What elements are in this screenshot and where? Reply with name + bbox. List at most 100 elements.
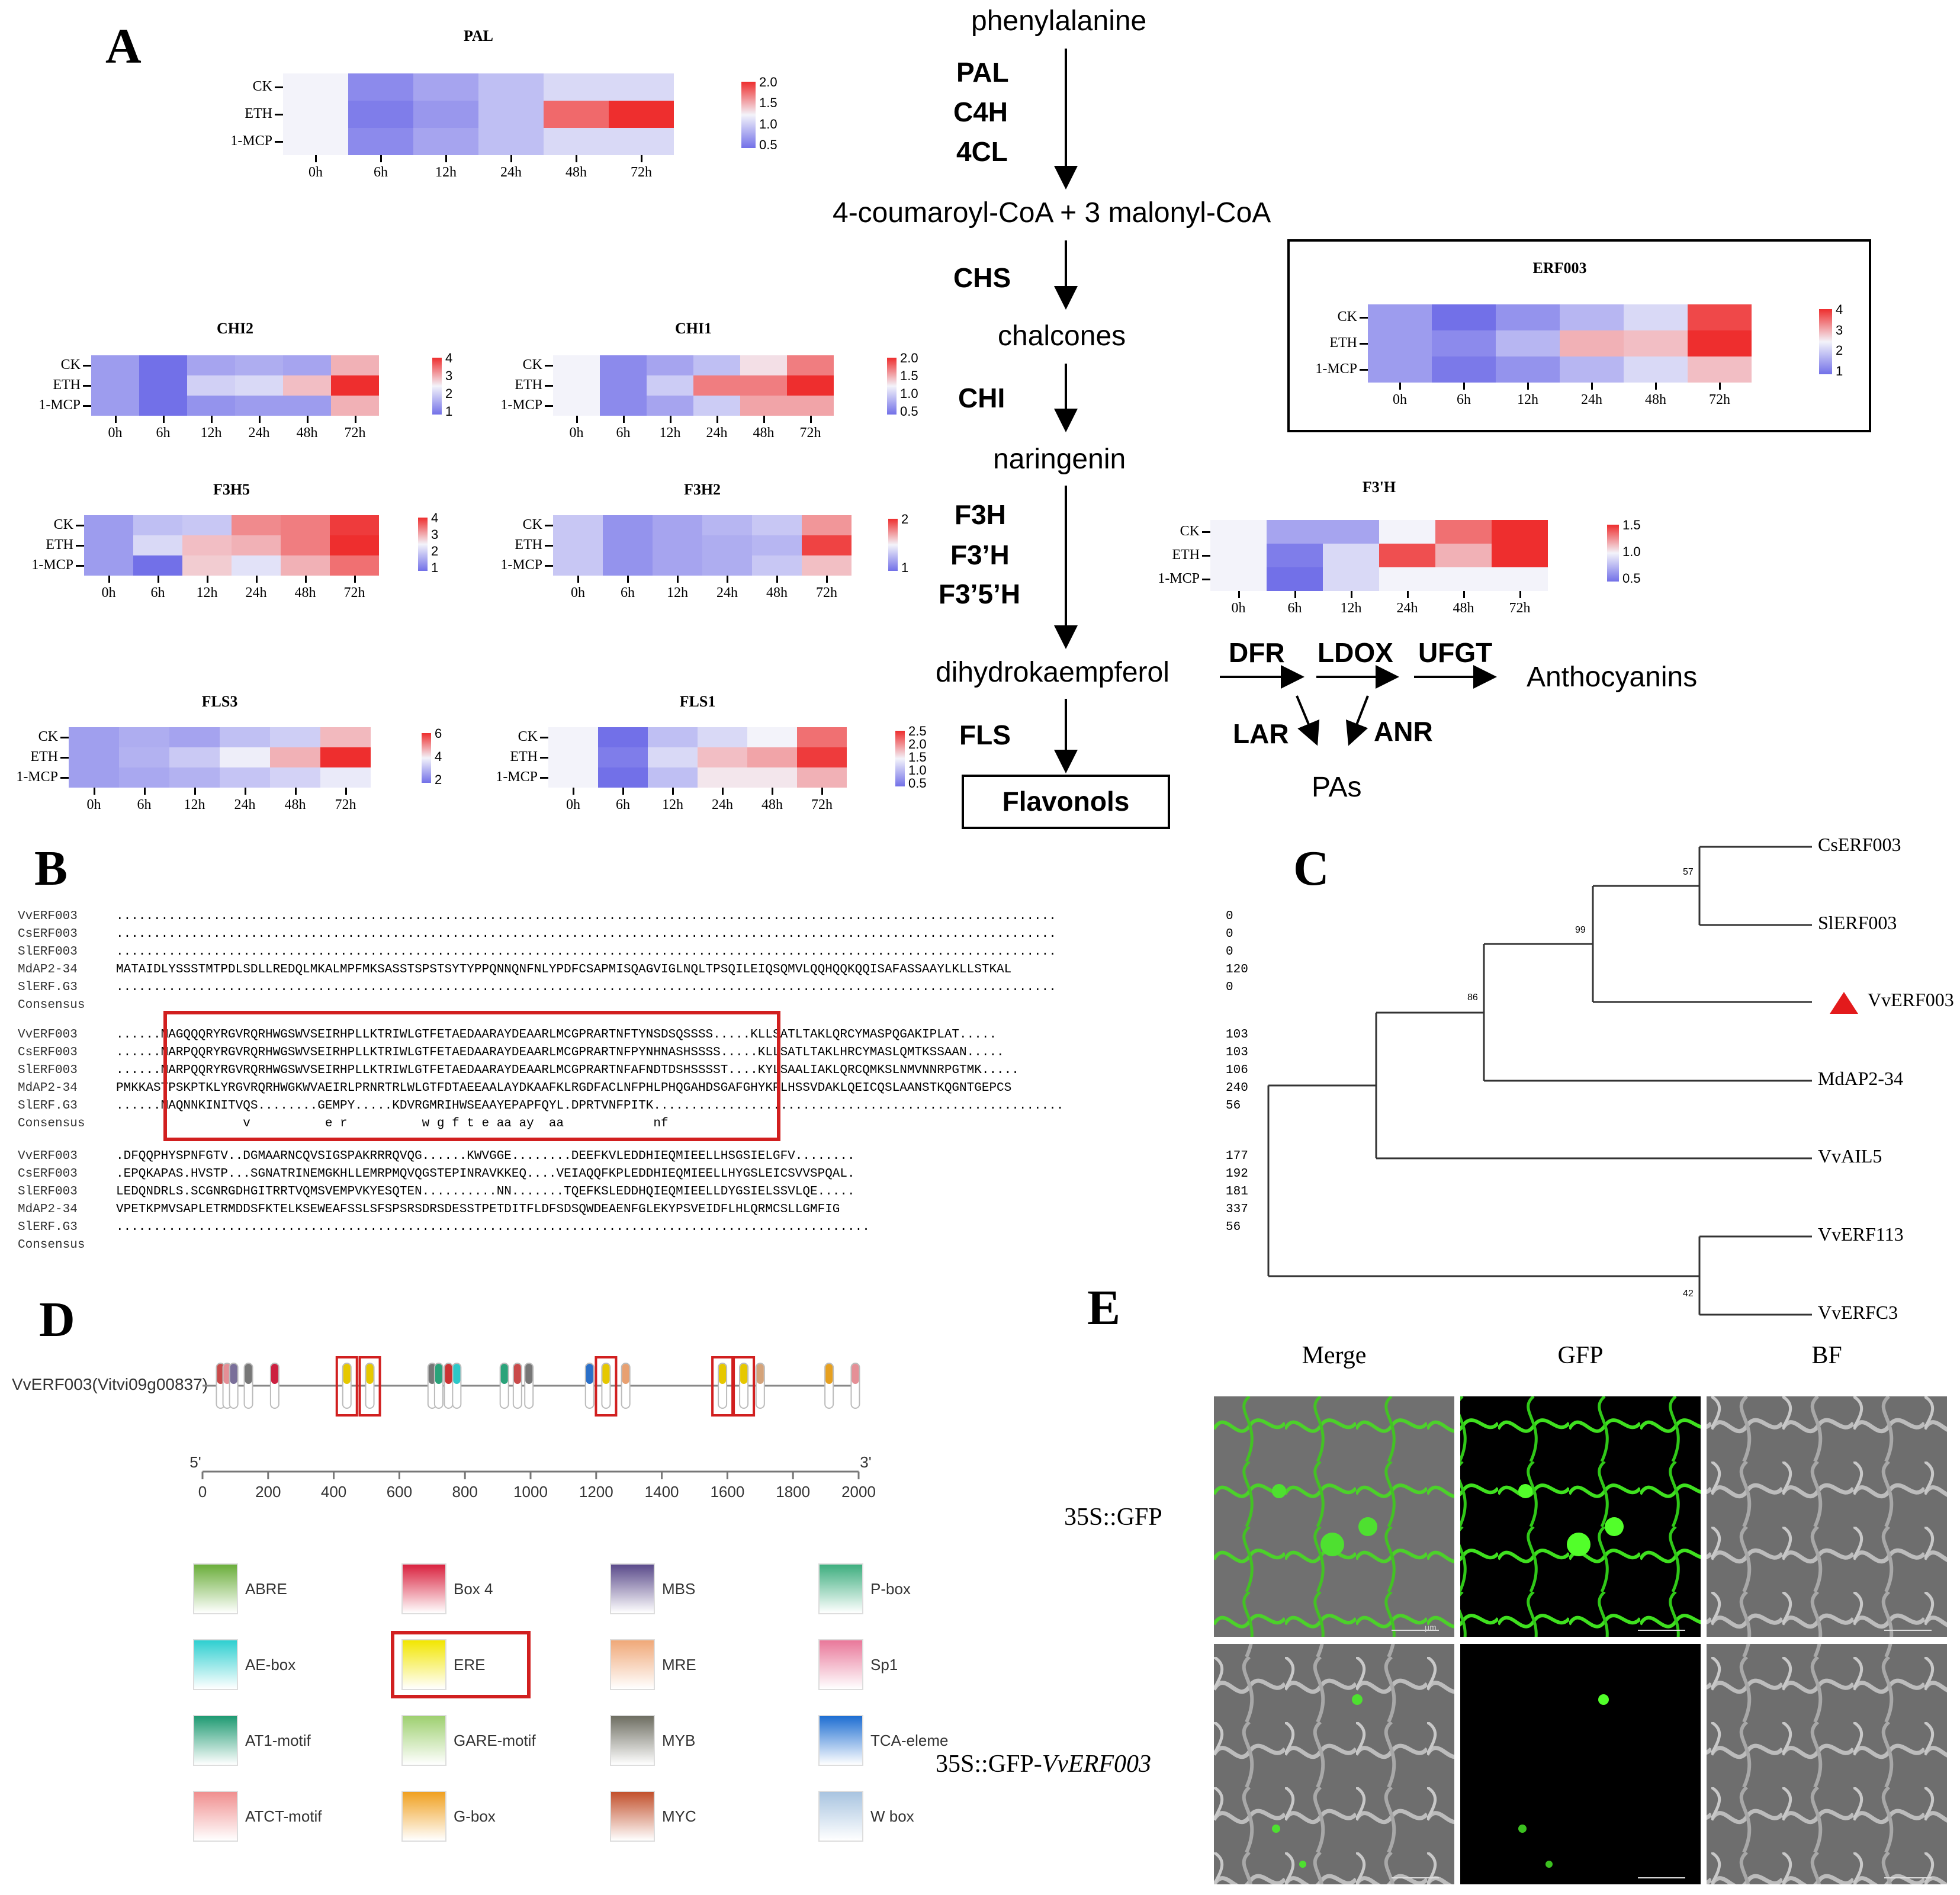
row-label-italic: VvERF003	[1042, 1751, 1151, 1778]
legend-swatch	[818, 1791, 863, 1842]
heatmap-cell	[133, 535, 182, 555]
heatmap-row-tick	[60, 777, 69, 779]
heatmap-cell	[598, 747, 648, 767]
cis-element-fill	[586, 1364, 593, 1384]
heatmap-cell	[1267, 520, 1323, 544]
heatmap-col-label: 24h	[712, 797, 733, 812]
heatmap-cell	[232, 535, 281, 555]
heatmap-cell	[91, 375, 139, 396]
heatmap-cell	[330, 555, 379, 576]
alignment-sequence: ......MAGQQQRYRGVRQRHWGSWVSEIRHPLLKTRIWL…	[116, 1028, 997, 1042]
colorbar-tick-label: 1.0	[900, 386, 918, 401]
heatmap-col-label: 6h	[621, 585, 635, 600]
heatmap-col-tick	[727, 576, 728, 583]
alignment-seq-name: SlERF003	[18, 945, 78, 959]
heatmap-cell	[169, 767, 220, 788]
legend-swatch	[610, 1715, 655, 1766]
heatmap-cell	[331, 375, 379, 396]
heatmap-cell	[598, 727, 648, 747]
heatmap-row-tick	[540, 777, 548, 779]
heatmap-cell	[1210, 520, 1267, 544]
promoter-axis-label: 400	[321, 1483, 346, 1501]
heatmap-cell	[1688, 304, 1752, 330]
heatmap-cell	[787, 355, 834, 375]
alignment-sequence: VPETKPMVSAPLETRMDDSFKTELKSEWEAFSSLSFSPSR…	[116, 1203, 840, 1216]
heatmap-cell	[348, 101, 413, 128]
heatmap-cell	[1624, 304, 1688, 330]
heatmap-col-label: 0h	[108, 425, 123, 441]
bootstrap-86: 86	[1467, 993, 1478, 1003]
heatmap-cell	[139, 375, 187, 396]
heatmap-col-label: 12h	[200, 425, 222, 441]
heatmap-cell	[698, 767, 747, 788]
heatmap-col-tick	[354, 576, 356, 583]
heatmap-col-tick	[114, 416, 117, 423]
cis-element-fill	[217, 1364, 224, 1384]
heatmap-cell	[331, 396, 379, 416]
heatmap-cell	[752, 555, 802, 576]
alignment-position: 103	[1226, 1046, 1248, 1059]
heatmap-cell	[478, 128, 544, 155]
sequence-alignment: VvERF003................................…	[18, 908, 1261, 1263]
heatmap-cell	[84, 535, 133, 555]
heatmap-colorbar	[1819, 309, 1832, 374]
colorbar-tick-label: 1.5	[900, 368, 918, 383]
colorbar-tick-label: 2	[901, 512, 909, 526]
colorbar-tick-label: 6	[435, 726, 442, 741]
heatmap-row-tick	[545, 525, 553, 526]
heatmap-cell	[320, 747, 371, 767]
heatmap-row-tick	[83, 365, 91, 367]
heatmap-cell	[648, 727, 698, 747]
heatmap-col-tick	[304, 576, 307, 583]
alignment-sequence: PMKKASTPSKPTKLYRGVRQRHWGKWVAEIRLPRNRTRLW…	[116, 1081, 1012, 1095]
alignment-sequence: .DFQQPHYSPNFGTV..DGMAARNCQVSIGSPAKRRRQVQ…	[116, 1149, 855, 1163]
legend-label: ERE	[454, 1656, 486, 1674]
heatmap-cell	[609, 128, 674, 155]
heatmap-cell	[544, 73, 609, 101]
heatmap-row-tick	[76, 545, 84, 547]
heatmap-col-tick	[669, 416, 671, 423]
heatmap-title: F3'H	[1362, 478, 1396, 496]
heatmap-row-label: ETH	[1172, 547, 1200, 563]
heatmap-cell	[283, 375, 331, 396]
enzyme-c4h: C4H	[953, 97, 1008, 127]
heatmap-cell	[182, 555, 232, 576]
cis-element-fill	[602, 1364, 610, 1384]
heatmap-row-tick	[545, 565, 553, 567]
heatmap-col-label: 6h	[1457, 392, 1471, 407]
alignment-seq-name: VvERF003	[18, 910, 78, 923]
heatmap-title: F3H2	[683, 481, 721, 498]
heatmap-col-tick	[826, 576, 828, 583]
colorbar-tick-label: 2.5	[908, 724, 927, 738]
heatmap-cell	[1560, 304, 1624, 330]
row-label-prefix: 35S::GFP-	[936, 1751, 1042, 1778]
micrograph-fusion-merge	[1214, 1644, 1454, 1884]
ere-legend-highlight-box	[391, 1631, 531, 1698]
heatmap-cell	[91, 396, 139, 416]
heatmap-cell	[413, 128, 478, 155]
alignment-seq-name: Consensus	[18, 998, 85, 1012]
heatmap-col-tick	[294, 788, 297, 795]
alignment-position: 0	[1226, 945, 1233, 959]
alignment-sequence: ......MARPQQRYRGVRQRHWGSWVSEIRHPLLKTRIWL…	[116, 1046, 1004, 1059]
colorbar-tick-label: 1.5	[759, 95, 777, 111]
heatmap-col-label: 12h	[435, 165, 457, 180]
heatmap-col-tick	[258, 416, 261, 423]
heatmap-col-label: 48h	[296, 425, 318, 441]
legend-label: GARE-motif	[454, 1732, 536, 1749]
heatmap-cell	[544, 128, 609, 155]
legend-label: MBS	[662, 1580, 696, 1598]
heatmap-cell	[478, 73, 544, 101]
heatmap-row-tick	[275, 141, 283, 143]
heatmap-cell	[320, 767, 371, 788]
heatmap-col-label: 24h	[1396, 600, 1418, 616]
colorbar-tick-label: 3	[431, 527, 439, 542]
heatmap-row-label: 1-MCP	[1315, 361, 1357, 377]
heatmap-col-label: 48h	[565, 165, 587, 180]
heatmap-row-tick	[545, 545, 553, 547]
heatmap-col-tick	[1463, 383, 1465, 390]
heatmap-cell	[283, 101, 348, 128]
legend-swatch	[610, 1791, 655, 1842]
heatmap-col-tick	[194, 788, 196, 795]
